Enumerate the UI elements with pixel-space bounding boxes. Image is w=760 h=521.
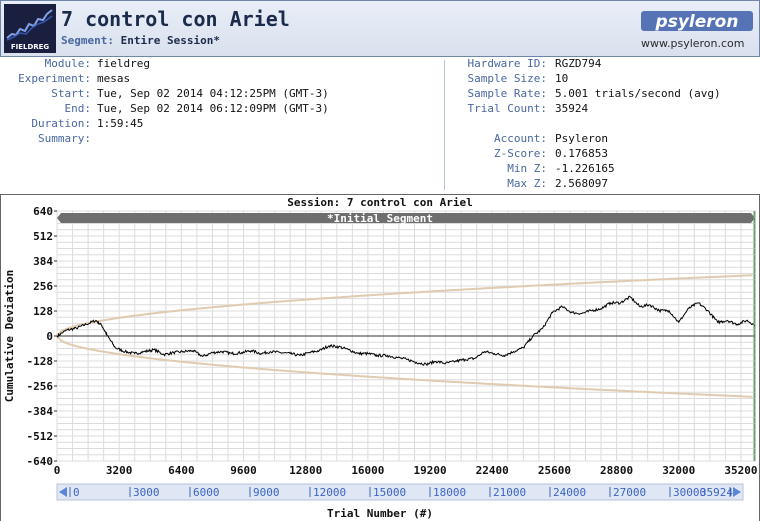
y-tick-label: 512: [33, 230, 53, 243]
hardware-field-value: 35924: [555, 102, 589, 115]
scroll-left-arrow-icon[interactable]: [59, 487, 67, 497]
segment-bar: [57, 213, 755, 223]
hardware-field-value: RGZD794: [555, 57, 602, 70]
y-tick-label: -512: [27, 430, 54, 443]
y-tick-label: 128: [33, 305, 53, 318]
session-field-label: Summary:: [38, 132, 91, 145]
envelope-lower: [56, 335, 753, 398]
stats-field-label: Z-Score:: [494, 147, 547, 160]
timeline-scrollbar: [56, 483, 744, 501]
stats-field-label: Max Z:: [507, 177, 547, 190]
scroll-tick-label: 9000: [253, 486, 280, 499]
x-tick-label: 6400: [168, 464, 195, 477]
session-field-value: Tue, Sep 02 2014 06:12:09PM (GMT-3): [97, 102, 329, 115]
stats-field-value: Psyleron: [555, 132, 608, 145]
hardware-field-label: Trial Count:: [467, 102, 547, 115]
hardware-field-label: Sample Rate:: [467, 87, 547, 100]
hardware-field-label: Sample Size:: [467, 72, 547, 85]
y-tick-label: -640: [27, 455, 54, 468]
stats-field-label: Min Z:: [507, 162, 547, 175]
y-tick-label: 256: [33, 280, 53, 293]
scroll-right-arrow-icon[interactable]: [733, 487, 741, 497]
y-tick-label: 0: [46, 330, 53, 343]
x-tick-label: 12800: [289, 464, 322, 477]
fieldreg-logo-text: FIELDREG: [10, 43, 50, 51]
y-tick-label: -256: [27, 380, 54, 393]
x-tick-label: 9600: [230, 464, 257, 477]
x-tick-label: 19200: [413, 464, 446, 477]
scroll-tick-label: 21000: [493, 486, 526, 499]
stats-field-label: Account:: [494, 132, 547, 145]
session-field-value: fieldreg: [97, 57, 150, 70]
session-field-label: Experiment:: [18, 72, 91, 85]
x-tick-label: 16000: [351, 464, 384, 477]
chart-frame: Session: 7 control con Ariel *Initial Seg…: [0, 194, 760, 521]
x-tick-label: 35200: [724, 464, 757, 477]
info-divider: [444, 60, 445, 190]
scroll-tick-label: 27000: [613, 486, 646, 499]
y-tick-label: 384: [33, 255, 53, 268]
stats-field-value: 2.568097: [555, 177, 608, 190]
hardware-field-value: 10: [555, 72, 569, 85]
session-field-label: Start:: [51, 87, 91, 100]
stats-field-value: 0.176853: [555, 147, 608, 160]
session-field-value: 1:59:45: [97, 117, 144, 130]
session-field-value: Tue, Sep 02 2014 04:12:25PM (GMT-3): [97, 87, 329, 100]
x-tick-label: 32000: [662, 464, 695, 477]
y-tick-label: 640: [33, 205, 53, 218]
x-tick-label: 28800: [600, 464, 633, 477]
session-info-panel: Module: fieldreg Experiment: mesas Start: Tue…: [0, 56, 760, 192]
fieldreg-logo: FIELDREG: [4, 4, 56, 53]
scroll-tick-label: 18000: [433, 486, 466, 499]
scroll-tick-label: 15000: [373, 486, 406, 499]
scroll-tick-label: 6000: [193, 486, 220, 499]
psyleron-logo: psyleron: [641, 11, 753, 32]
stats-field-value: -1.226165: [555, 162, 615, 175]
fieldreg-logo-graph-icon: [6, 9, 53, 41]
session-field-label: Duration:: [31, 117, 91, 130]
cumulative-deviation-trace: [56, 295, 756, 367]
scroll-tick-label: 12000: [313, 486, 346, 499]
header-bar: FIELDREG 7 control con Ariel Segment: En…: [0, 0, 760, 57]
segment-line: Segment: Entire Session*: [61, 34, 220, 47]
session-title: 7 control con Ariel: [61, 7, 290, 31]
y-tick-label: -384: [27, 405, 54, 418]
scroll-tick-label: 3000: [133, 486, 160, 499]
cumulative-deviation-chart: Session: 7 control con Ariel *Initial Seg…: [3, 196, 757, 520]
session-field-value: mesas: [97, 72, 131, 85]
session-field-label: End:: [64, 102, 92, 115]
scroll-tick-label: 24000: [553, 486, 586, 499]
hardware-field-value: 5.001 trials/second (avg): [555, 87, 721, 100]
segment-label: Segment:: [61, 34, 114, 47]
session-field-label: Module:: [44, 57, 91, 70]
psyleron-logo-text: psyleron: [655, 12, 739, 32]
x-tick-label: 22400: [476, 464, 509, 477]
scroll-tick-label: 30000: [673, 486, 706, 499]
x-tick-label: 3200: [106, 464, 133, 477]
y-axis-label: Cumulative Deviation: [3, 270, 16, 402]
hardware-field-label: Hardware ID:: [467, 57, 547, 70]
x-tick-label: 0: [54, 464, 61, 477]
x-axis-label: Trial Number (#): [327, 507, 433, 520]
y-tick-label: -128: [27, 355, 54, 368]
segment-bar-label: *Initial Segment: [327, 212, 433, 225]
x-tick-label: 25600: [538, 464, 571, 477]
scroll-tick-label: 0: [73, 486, 80, 499]
envelope-upper: [56, 274, 753, 337]
psyleron-url: www.psyleron.com: [641, 37, 745, 50]
segment-value: Entire Session*: [120, 34, 220, 47]
chart-title: Session: 7 control con Ariel: [287, 196, 472, 209]
scroll-tick-label: 35924: [700, 486, 733, 499]
